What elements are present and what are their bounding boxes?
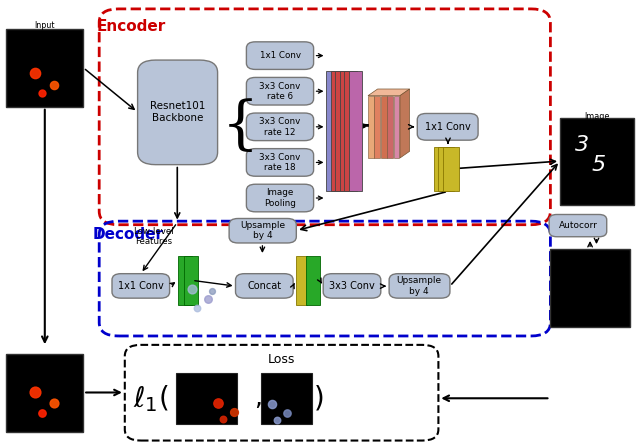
Point — [187, 286, 197, 293]
Point — [218, 416, 228, 423]
FancyBboxPatch shape — [306, 256, 320, 305]
Point — [212, 399, 223, 406]
Text: {: { — [221, 99, 259, 155]
FancyBboxPatch shape — [550, 249, 630, 327]
Point — [36, 90, 47, 97]
FancyBboxPatch shape — [246, 149, 314, 176]
Text: Low-level
Features: Low-level Features — [133, 227, 174, 247]
FancyBboxPatch shape — [387, 96, 393, 158]
FancyBboxPatch shape — [184, 256, 198, 305]
Text: 3x3 Conv: 3x3 Conv — [329, 281, 375, 291]
Text: }: } — [339, 99, 376, 155]
FancyBboxPatch shape — [335, 71, 348, 191]
FancyBboxPatch shape — [178, 256, 192, 305]
Text: Concat: Concat — [247, 281, 282, 291]
Point — [228, 408, 239, 415]
Text: Loss: Loss — [268, 353, 295, 366]
FancyBboxPatch shape — [236, 274, 293, 298]
FancyBboxPatch shape — [323, 274, 381, 298]
FancyBboxPatch shape — [549, 214, 607, 237]
Polygon shape — [400, 89, 410, 158]
Text: Upsample
by 4: Upsample by 4 — [397, 276, 442, 296]
FancyBboxPatch shape — [246, 42, 314, 69]
FancyBboxPatch shape — [560, 118, 634, 205]
FancyBboxPatch shape — [326, 71, 339, 191]
Text: Image
Estimate: Image Estimate — [579, 112, 614, 132]
Text: Decoder: Decoder — [93, 227, 163, 242]
FancyBboxPatch shape — [381, 96, 387, 158]
Point — [49, 399, 60, 406]
FancyBboxPatch shape — [434, 147, 450, 191]
Text: 3x3 Conv
rate 6: 3x3 Conv rate 6 — [259, 81, 301, 101]
FancyBboxPatch shape — [246, 113, 314, 141]
Text: $\ell_1($: $\ell_1($ — [132, 383, 168, 414]
FancyBboxPatch shape — [296, 256, 307, 305]
Point — [49, 81, 60, 88]
Point — [272, 416, 282, 423]
Text: Encoder: Encoder — [97, 19, 166, 34]
FancyBboxPatch shape — [394, 96, 399, 158]
FancyBboxPatch shape — [344, 71, 357, 191]
Polygon shape — [368, 89, 410, 96]
Text: Autocorr: Autocorr — [559, 221, 597, 230]
FancyBboxPatch shape — [246, 184, 314, 212]
Point — [203, 295, 213, 303]
FancyBboxPatch shape — [368, 96, 374, 158]
Text: Image
Pooling: Image Pooling — [264, 188, 296, 208]
Point — [30, 388, 40, 395]
FancyBboxPatch shape — [438, 147, 454, 191]
Text: 1x1 Conv: 1x1 Conv — [118, 281, 164, 291]
FancyBboxPatch shape — [374, 96, 380, 158]
Point — [267, 400, 277, 408]
Point — [207, 288, 218, 295]
FancyBboxPatch shape — [443, 147, 459, 191]
FancyBboxPatch shape — [6, 29, 83, 107]
FancyBboxPatch shape — [229, 218, 296, 243]
FancyBboxPatch shape — [349, 71, 362, 191]
FancyBboxPatch shape — [246, 77, 314, 105]
Text: 1x1 Conv: 1x1 Conv — [425, 122, 471, 132]
FancyBboxPatch shape — [261, 373, 312, 424]
FancyBboxPatch shape — [6, 354, 83, 432]
Point — [30, 70, 40, 77]
Point — [36, 409, 47, 417]
FancyBboxPatch shape — [112, 274, 170, 298]
Point — [282, 409, 292, 416]
Text: 3x3 Conv
rate 18: 3x3 Conv rate 18 — [259, 153, 301, 172]
Text: 1x1 Conv: 1x1 Conv — [259, 51, 301, 60]
FancyBboxPatch shape — [417, 113, 478, 140]
FancyBboxPatch shape — [176, 373, 237, 424]
FancyBboxPatch shape — [340, 71, 353, 191]
Text: Upsample
by 4: Upsample by 4 — [240, 221, 285, 240]
FancyBboxPatch shape — [331, 71, 344, 191]
Text: Resnet101
Backbone: Resnet101 Backbone — [150, 101, 205, 123]
Text: 3x3 Conv
rate 12: 3x3 Conv rate 12 — [259, 117, 301, 137]
Text: Input
Autocorrelation: Input Autocorrelation — [13, 21, 76, 41]
FancyBboxPatch shape — [389, 274, 450, 298]
Text: ): ) — [314, 384, 324, 412]
Text: 5: 5 — [591, 155, 605, 174]
Text: ,: , — [254, 386, 262, 410]
Point — [192, 304, 202, 311]
FancyBboxPatch shape — [138, 60, 218, 165]
Text: 3: 3 — [575, 135, 589, 154]
